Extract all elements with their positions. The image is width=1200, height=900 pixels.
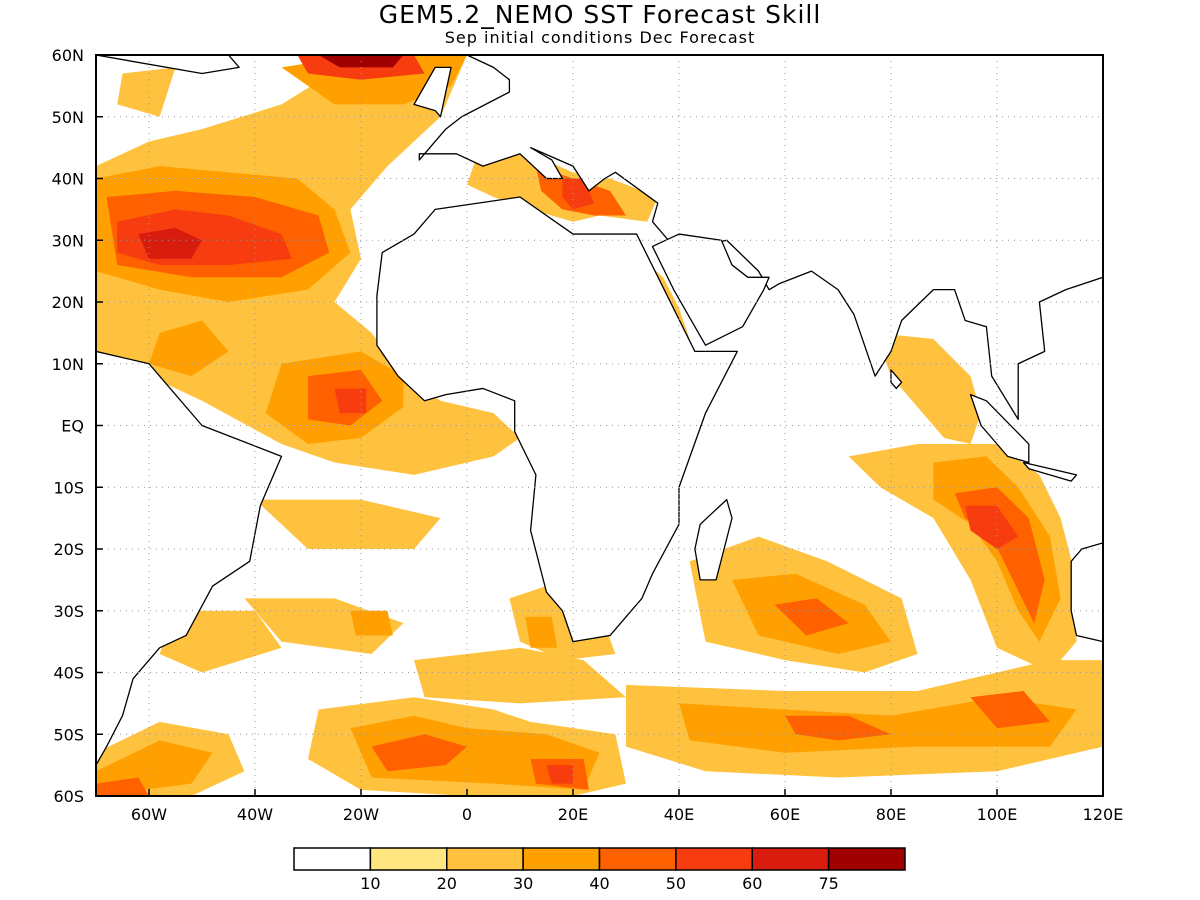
lon-tick-label: 40W <box>237 805 273 824</box>
skill-region-4 <box>138 227 202 259</box>
skill-region-29 <box>970 691 1050 729</box>
lat-tick-labels: 60N 50N 40N 30N 20N 10N EQ 10S 20S 30S 40S 50S 60S <box>52 46 103 806</box>
colorbar-swatch-1 <box>369 847 448 871</box>
skill-region-34 <box>546 765 573 784</box>
colorbar-label: 75 <box>818 874 838 893</box>
lon-tick-labels: 60W 40W 20W 0 20E 40E 60E 80E 100E 120E <box>131 789 1123 824</box>
skill-region-10 <box>334 388 367 414</box>
skill-region-11 <box>149 320 229 377</box>
land-madagascar <box>694 498 733 581</box>
lat-tick-label: 20N <box>52 293 84 312</box>
land-greenland-tip <box>96 55 240 75</box>
colorbar-swatch-3 <box>522 847 601 871</box>
skill-region-18 <box>875 332 982 445</box>
skill-region-41 <box>255 499 441 549</box>
land-africa <box>376 196 738 643</box>
skill-region-25 <box>774 598 849 636</box>
skill-region-40 <box>350 610 393 636</box>
colorbar-label: 20 <box>437 874 457 893</box>
colorbar: 10 20 30 40 50 60 75 <box>293 847 906 893</box>
colorbar-swatch-0 <box>293 847 372 871</box>
lon-tick-label: 120E <box>1083 805 1124 824</box>
colorbar-swatch-2 <box>446 847 524 871</box>
lat-tick-label: 50S <box>53 725 84 744</box>
colorbar-swatch-4 <box>598 847 677 871</box>
coastlines <box>96 55 1103 766</box>
land-arabia <box>651 233 770 346</box>
skill-region-32 <box>371 734 467 772</box>
colorbar-label: 50 <box>666 874 686 893</box>
skill-region-22 <box>965 505 1019 549</box>
skill-region-44 <box>525 616 558 648</box>
lon-tick-label: 20E <box>558 805 588 824</box>
colorbar-label: 10 <box>360 874 380 893</box>
lon-tick-label: 20W <box>343 805 379 824</box>
lat-tick-label: 40S <box>53 664 84 683</box>
lon-tick-label: 40E <box>664 805 694 824</box>
lat-tick-label: 40N <box>52 170 84 189</box>
lat-tick-label: 60S <box>53 787 84 806</box>
lat-tick-label: 10S <box>53 478 84 497</box>
lon-tick-label: 60E <box>770 805 800 824</box>
lat-tick-label: 50N <box>52 108 84 127</box>
land-sri-lanka <box>890 369 903 390</box>
land-java <box>1022 461 1078 482</box>
map-subtitle: Sep initial conditions Dec Forecast <box>444 28 756 47</box>
lat-tick-label: 30N <box>52 231 84 250</box>
lat-tick-label: 10N <box>52 355 84 374</box>
lon-tick-label: 60W <box>131 805 167 824</box>
lat-tick-label: 60N <box>52 46 84 65</box>
skill-region-27 <box>679 697 1077 753</box>
skill-region-37 <box>96 777 149 796</box>
colorbar-swatch-6 <box>751 847 830 871</box>
skill-region-45 <box>117 67 176 117</box>
lon-tick-label: 80E <box>876 805 906 824</box>
lat-tick-label: 30S <box>53 602 84 621</box>
land-eurasia <box>418 55 1103 420</box>
lat-tick-label: EQ <box>61 417 84 436</box>
land-australia <box>1070 542 1103 643</box>
colorbar-label: 40 <box>589 874 609 893</box>
lon-tick-label: 0 <box>462 805 472 824</box>
land-british-isles <box>413 66 452 118</box>
colorbar-label: 30 <box>513 874 533 893</box>
lat-tick-label: 20S <box>53 540 84 559</box>
lon-tick-label: 100E <box>977 805 1018 824</box>
land-borneo-indonesia <box>969 393 1030 464</box>
colorbar-swatch-7 <box>827 847 906 871</box>
colorbar-swatch-5 <box>675 847 753 871</box>
map-title: GEM5.2_NEMO SST Forecast Skill <box>378 0 822 29</box>
colorbar-label: 60 <box>742 874 762 893</box>
land-south-america <box>96 350 283 766</box>
